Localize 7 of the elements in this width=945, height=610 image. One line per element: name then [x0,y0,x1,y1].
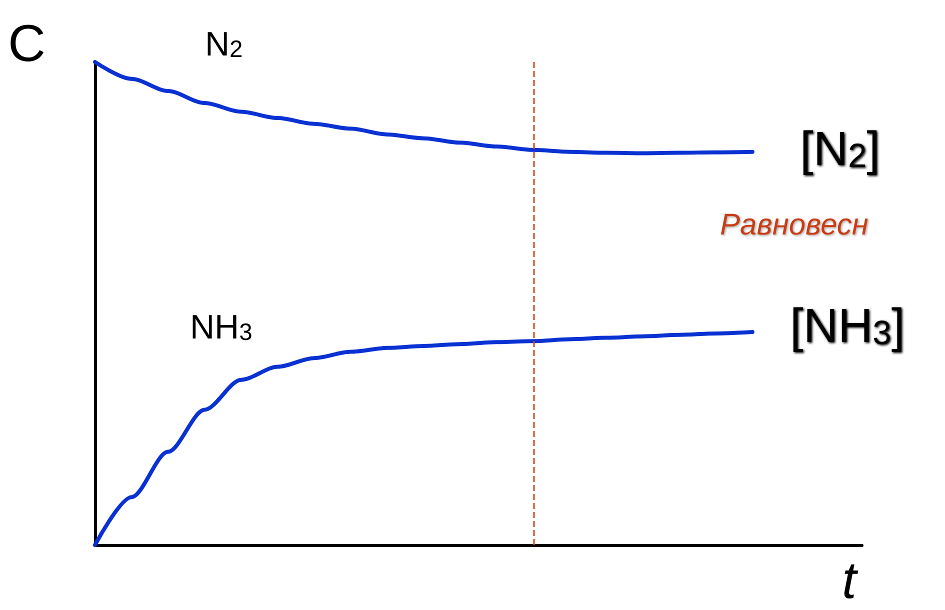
series-label: NH3 [190,308,252,346]
annotation: [NH3] [790,300,905,354]
y-axis-title: C [8,15,46,73]
series-label: N2 [205,25,243,64]
x-axis-title: t [842,552,859,610]
annotation: [N2] [800,123,880,176]
annotation: Равновесн [720,208,868,242]
